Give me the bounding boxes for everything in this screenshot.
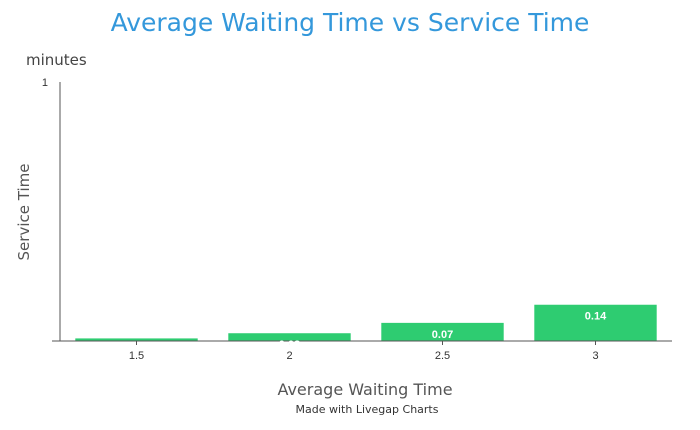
bar-1.5 xyxy=(75,338,198,341)
data-label: 0.03 xyxy=(279,339,300,351)
chart-credit: Made with Livegap Charts xyxy=(295,403,439,416)
x-tick-label: 1.5 xyxy=(129,350,144,362)
y-tick-label: 1 xyxy=(42,77,48,89)
labels-group: 1 1.5 2 2.5 3 0.03 0.07 0.14 xyxy=(42,77,607,362)
data-label: 0.07 xyxy=(432,329,453,341)
data-label: 0.14 xyxy=(585,311,607,323)
chart-title: Average Waiting Time vs Service Time xyxy=(110,8,590,37)
axes-group xyxy=(52,82,672,345)
bars-group xyxy=(75,304,657,341)
bar-2 xyxy=(228,333,351,341)
x-tick-label: 3 xyxy=(592,350,598,362)
x-tick-label: 2.5 xyxy=(435,350,450,362)
x-tick-label: 2 xyxy=(286,350,292,362)
bar-3 xyxy=(534,304,657,341)
y-axis-unit: minutes xyxy=(26,51,87,69)
x-axis-label: Average Waiting Time xyxy=(277,380,453,399)
bar-2.5 xyxy=(381,322,504,341)
